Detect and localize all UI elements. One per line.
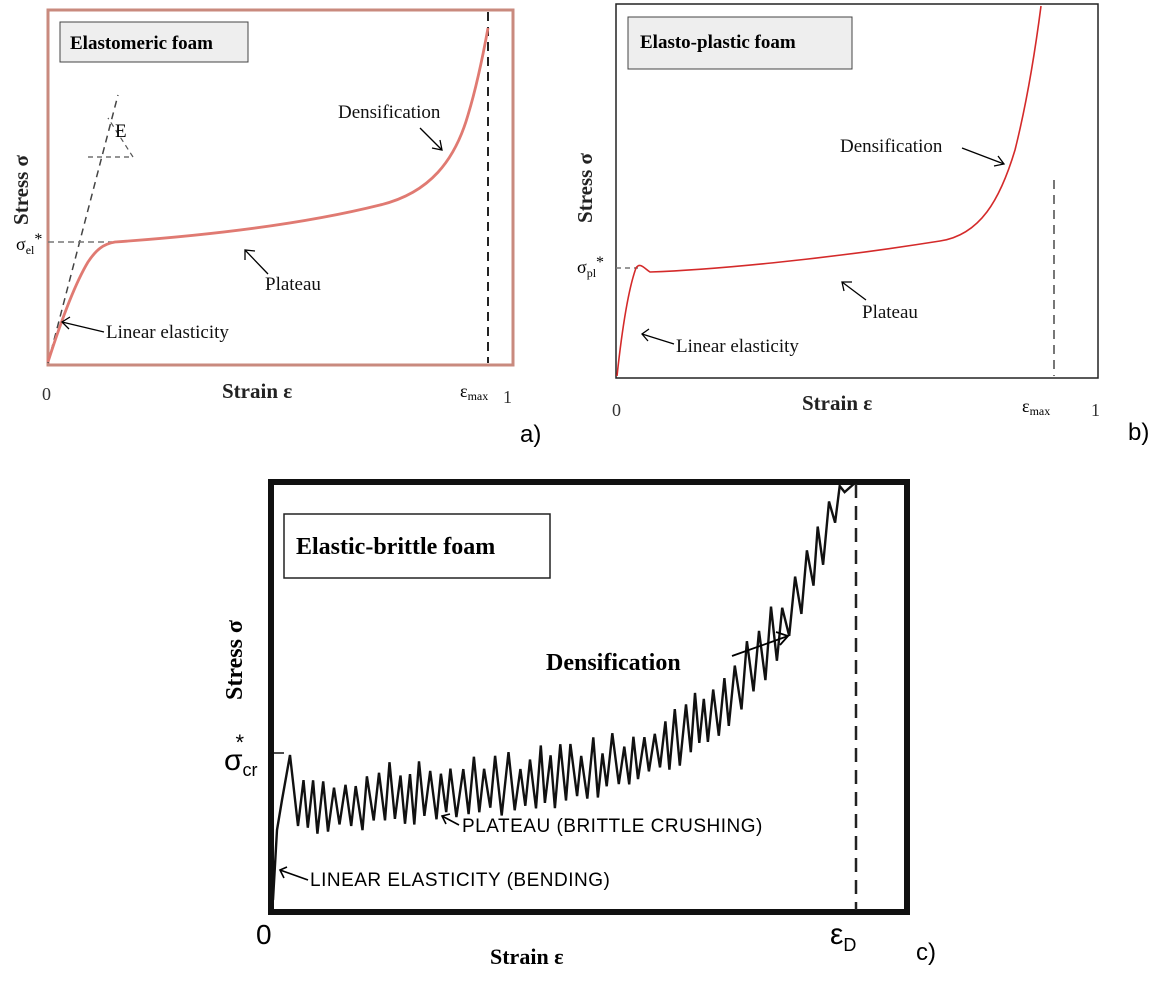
ann-plateau: Plateau xyxy=(862,302,918,323)
modulus-label: E xyxy=(115,121,127,142)
arrowhead-plateau xyxy=(244,249,256,260)
arrow-densification xyxy=(961,147,1005,165)
arrowhead-plateau xyxy=(841,281,852,292)
panel-c-elastic-brittle: Elastic-brittle foam Stress σ σcr* Densi… xyxy=(222,479,936,969)
x-tick-one: 1 xyxy=(503,387,512,407)
arrowhead-densification xyxy=(775,631,790,646)
arrow-plateau xyxy=(441,815,460,826)
ann-plateau: Plateau xyxy=(265,274,321,295)
title-box xyxy=(59,21,249,63)
arrowhead-linear xyxy=(278,866,288,879)
y-axis-label: Stress σ xyxy=(222,620,248,700)
plot-frame xyxy=(46,8,515,367)
arrow-plateau xyxy=(244,249,269,275)
stress-strain-curve xyxy=(46,27,490,363)
x-axis-label: Strain ε xyxy=(222,379,292,403)
panel-a-elastomeric: Elastomeric foam E Stress σ σel* Densifi… xyxy=(9,8,541,448)
ann-plateau: PLATEAU (BRITTLE CRUSHING) xyxy=(462,816,763,837)
y-axis-label: Stress σ xyxy=(573,152,597,223)
arrowhead-linear xyxy=(641,328,650,342)
x-axis-label: Strain ε xyxy=(490,944,564,969)
panel-title: Elastic-brittle foam xyxy=(296,534,495,560)
panel-letter: b) xyxy=(1128,419,1149,446)
ann-densification: Densification xyxy=(840,136,943,157)
title-box xyxy=(627,16,853,70)
panel-title: Elasto-plastic foam xyxy=(640,32,796,53)
ann-linear: Linear elasticity xyxy=(676,336,799,357)
panel-letter: a) xyxy=(520,421,541,448)
arrow-plateau xyxy=(841,281,867,301)
arrow-densification xyxy=(419,127,443,151)
x-tick-d: εD xyxy=(830,918,856,955)
arrow-linear xyxy=(61,321,105,333)
x-tick-zero: 0 xyxy=(256,919,272,950)
panel-letter: c) xyxy=(916,939,936,966)
x-tick-one: 1 xyxy=(1091,400,1100,420)
x-tick-zero: 0 xyxy=(612,400,621,420)
arrow-linear xyxy=(279,869,309,881)
stress-strain-curve xyxy=(616,5,1042,377)
yield-label: σpl* xyxy=(577,254,604,280)
yield-label: σcr* xyxy=(224,730,258,780)
x-axis-label: Strain ε xyxy=(802,391,872,415)
arrowhead-densification xyxy=(431,139,443,151)
arrow-linear xyxy=(641,333,675,345)
x-tick-zero: 0 xyxy=(42,384,51,404)
x-tick-emax: εmax xyxy=(460,381,488,403)
ann-densification: Densification xyxy=(546,650,681,676)
title-box xyxy=(283,513,551,579)
panel-b-elasto-plastic: Elasto-plastic foam Stress σ σpl* Densif… xyxy=(573,3,1149,446)
y-axis-label: Stress σ xyxy=(9,154,33,225)
ann-linear: Linear elasticity xyxy=(106,322,229,343)
modulus-triangle xyxy=(88,117,135,158)
panel-title: Elastomeric foam xyxy=(70,33,213,54)
ann-linear: LINEAR ELASTICITY (BENDING) xyxy=(310,870,610,891)
arrowhead-densification xyxy=(993,155,1006,167)
arrowhead-plateau xyxy=(440,813,451,825)
stress-strain-curve xyxy=(271,483,855,901)
x-tick-emax: εmax xyxy=(1022,396,1050,418)
yield-label: σel* xyxy=(16,231,42,257)
arrow-densification xyxy=(731,635,789,657)
modulus-line xyxy=(47,94,119,364)
arrowhead-linear xyxy=(60,316,71,330)
ann-densification: Densification xyxy=(338,102,441,123)
